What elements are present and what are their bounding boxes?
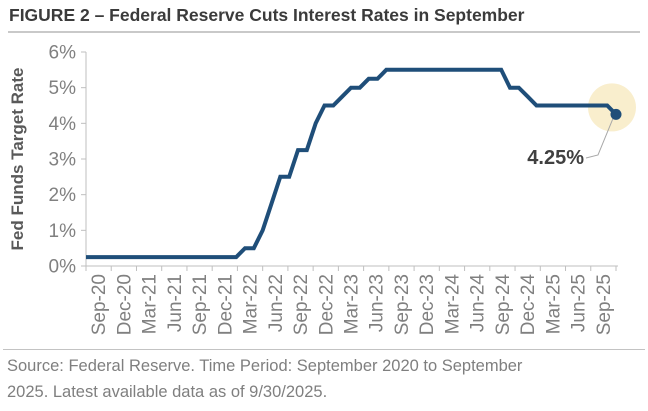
y-tick-label: 1% bbox=[49, 221, 77, 242]
source-note: Source: Federal Reserve. Time Period: Se… bbox=[3, 349, 645, 405]
y-tick-label: 5% bbox=[49, 78, 77, 99]
x-tick-label: Mar-22 bbox=[241, 274, 262, 334]
x-tick-label: Mar-21 bbox=[140, 274, 161, 334]
x-tick-label: Mar-24 bbox=[443, 274, 464, 335]
figure-title: FIGURE 2 – Federal Reserve Cuts Interest… bbox=[9, 5, 525, 25]
fed-funds-rate-chart: 0%1%2%3%4%5%6%Sep-20 Dec-20 Mar-21 Jun-21 Se… bbox=[8, 43, 636, 336]
y-axis-title: Fed Funds Target Rate bbox=[8, 68, 27, 251]
title-divider bbox=[8, 31, 640, 33]
x-tick-label: Dec-22 bbox=[316, 274, 337, 335]
source-note-line-2: 2025. Latest available data as of 9/30/2… bbox=[7, 383, 328, 401]
x-tick-label: Dec-21 bbox=[215, 274, 236, 335]
x-tick-label: Dec-23 bbox=[417, 274, 438, 335]
x-tick-label: Jun-25 bbox=[569, 274, 590, 332]
last-point-highlight bbox=[588, 83, 636, 132]
figure-header: FIGURE 2 – Federal Reserve Cuts Interest… bbox=[0, 0, 648, 33]
last-value-annotation: 4.25% bbox=[527, 147, 584, 169]
y-tick-label: 4% bbox=[49, 114, 77, 135]
x-tick-label: Mar-23 bbox=[342, 274, 363, 334]
x-tick-label: Jun-24 bbox=[468, 274, 489, 333]
x-tick-label: Sep-24 bbox=[493, 274, 514, 336]
x-tick-label: Jun-21 bbox=[165, 274, 186, 332]
y-tick-label: 0% bbox=[49, 257, 77, 278]
x-tick-label: Sep-25 bbox=[594, 274, 615, 335]
y-tick-label: 6% bbox=[49, 43, 77, 64]
last-point-marker bbox=[610, 108, 622, 120]
y-tick-label: 2% bbox=[49, 185, 77, 206]
callout-line bbox=[585, 118, 614, 159]
x-tick-label: Dec-20 bbox=[114, 274, 135, 335]
x-tick-label: Mar-25 bbox=[543, 274, 564, 334]
y-tick-label: 3% bbox=[49, 150, 77, 171]
x-tick-label: Sep-20 bbox=[89, 274, 110, 335]
x-tick-label: Jun-22 bbox=[266, 274, 287, 332]
x-tick-label: Sep-21 bbox=[190, 274, 211, 335]
source-note-line-1: Source: Federal Reserve. Time Period: Se… bbox=[7, 357, 523, 375]
x-tick-label: Sep-22 bbox=[291, 274, 312, 335]
x-tick-label: Dec-24 bbox=[518, 274, 539, 336]
rate-step-line bbox=[86, 67, 618, 260]
x-tick-label: Jun-23 bbox=[367, 274, 388, 332]
x-tick-label: Sep-23 bbox=[392, 274, 413, 335]
